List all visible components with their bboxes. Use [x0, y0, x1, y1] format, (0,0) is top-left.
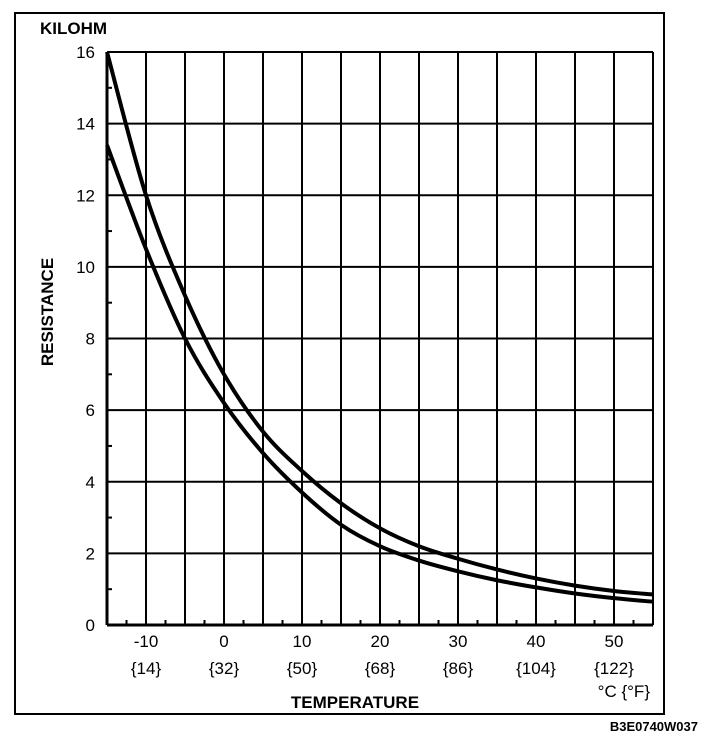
x-tick-label: 40: [527, 632, 546, 651]
y-tick-label: 16: [76, 43, 95, 62]
x-tick-label: -10: [134, 632, 159, 651]
x-tick-label-f: {86}: [443, 659, 474, 678]
y-tick-label: 2: [86, 544, 95, 563]
figure-code: B3E0740W037: [609, 719, 698, 734]
y-unit-label: KILOHM: [40, 19, 107, 38]
y-tick-label: 12: [76, 186, 95, 205]
chart-frame: [14, 12, 665, 715]
x-axis-label: TEMPERATURE: [291, 693, 419, 712]
x-tick-label-f: {122}: [594, 659, 634, 678]
x-tick-label: 50: [605, 632, 624, 651]
x-tick-label: 20: [371, 632, 390, 651]
y-tick-label: 0: [86, 616, 95, 635]
x-tick-label: 30: [449, 632, 468, 651]
x-tick-label: 10: [293, 632, 312, 651]
y-tick-label: 4: [86, 473, 95, 492]
x-tick-label-f: {32}: [209, 659, 240, 678]
y-axis-label: RESISTANCE: [38, 258, 57, 366]
x-unit-label: °C {°F}: [598, 682, 651, 701]
series-line-0: [105, 51, 654, 597]
x-tick-label: 0: [219, 632, 228, 651]
y-tick-label: 8: [86, 330, 95, 349]
x-tick-label-f: {104}: [516, 659, 556, 678]
x-tick-label-f: {68}: [365, 659, 396, 678]
y-tick-label: 10: [76, 258, 95, 277]
series-line-1: [105, 144, 654, 604]
x-tick-label-f: {50}: [287, 659, 318, 678]
x-tick-label-f: {14}: [131, 659, 162, 678]
y-tick-label: 14: [76, 115, 95, 134]
y-tick-label: 6: [86, 401, 95, 420]
